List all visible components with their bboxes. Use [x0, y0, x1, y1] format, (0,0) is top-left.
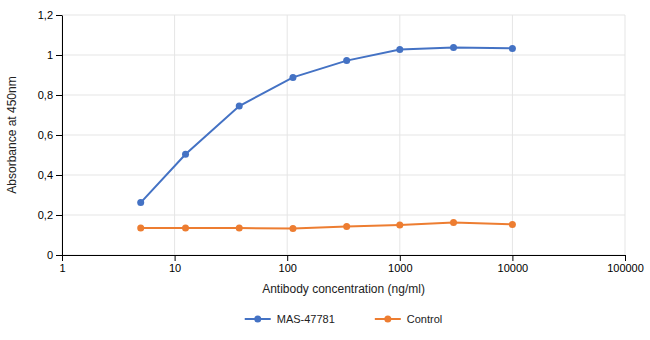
grid-line-y: [62, 15, 625, 16]
y-axis-title: Absorbance at 450nm: [5, 76, 19, 193]
series-line: [141, 47, 513, 202]
tick-mark: [287, 255, 288, 261]
tick-mark: [625, 255, 626, 261]
tick-mark: [62, 255, 63, 261]
tick: 100: [279, 255, 297, 274]
tick: 0,4: [38, 169, 62, 181]
tick-mark: [56, 15, 62, 16]
tick-mark: [400, 255, 401, 261]
grid-line-x: [625, 15, 626, 255]
plot-area: 1 10 100 1000 10000 100000 0 0,2 0,4 0,6 0,8 1 1,2: [38, 9, 644, 274]
tick-label: 1000: [388, 262, 412, 274]
legend-marker: [254, 316, 261, 323]
grid-line-y: [62, 135, 625, 136]
legend-item: MAS-47781: [245, 313, 335, 325]
grid-line-y: [62, 55, 625, 56]
grid-line-y: [62, 175, 625, 176]
tick: 1: [59, 255, 65, 274]
x-axis: 1 10 100 1000 10000 100000: [59, 255, 643, 274]
series-point: [343, 223, 350, 230]
tick-mark: [56, 175, 62, 176]
series-point: [396, 222, 403, 229]
series-point: [450, 44, 457, 51]
legend-marker: [384, 316, 391, 323]
tick: 0,6: [38, 129, 62, 141]
tick-label: 0,8: [38, 89, 53, 101]
grid-line-x: [287, 15, 288, 255]
series-point: [509, 45, 516, 52]
tick-mark: [56, 215, 62, 216]
tick-mark: [56, 55, 62, 56]
series-group: [137, 44, 516, 232]
series-point: [343, 57, 350, 64]
series-point: [509, 221, 516, 228]
y-axis: 0 0,2 0,4 0,6 0,8 1 1,2: [38, 9, 63, 261]
series-point: [182, 151, 189, 158]
legend-item: Control: [375, 313, 442, 325]
tick-mark: [56, 95, 62, 96]
legend-label: MAS-47781: [277, 313, 335, 325]
tick-label: 1: [59, 262, 65, 274]
tick-mark: [56, 135, 62, 136]
tick-label: 10000: [498, 262, 529, 274]
tick: 1: [47, 49, 62, 61]
legend-label: Control: [407, 313, 442, 325]
tick-mark: [175, 255, 176, 261]
grid-line-y: [62, 215, 625, 216]
tick: 100000: [607, 255, 644, 274]
series-point: [236, 225, 243, 232]
tick: 0,8: [38, 89, 62, 101]
chart: 1 10 100 1000 10000 100000 0 0,2 0,4 0,6 0,8 1 1,2 An…: [0, 0, 650, 340]
tick-label: 0,6: [38, 129, 53, 141]
x-axis-title: Antibody concentration (ng/ml): [262, 282, 425, 296]
tick-label: 10: [169, 262, 181, 274]
tick-mark: [56, 255, 62, 256]
tick: 1,2: [38, 9, 62, 21]
series-point: [137, 199, 144, 206]
grid-line-y: [62, 95, 625, 96]
tick: 10: [169, 255, 181, 274]
series-point: [450, 219, 457, 226]
tick-label: 0,4: [38, 169, 53, 181]
tick: 0: [47, 249, 62, 261]
tick-label: 1: [47, 49, 53, 61]
legend: MAS-47781 Control: [245, 313, 443, 325]
tick-label: 0: [47, 249, 53, 261]
tick: 1000: [388, 255, 412, 274]
tick-mark: [512, 255, 513, 261]
grid-line-y: [62, 255, 625, 256]
grid-line-x: [174, 15, 175, 255]
axis-line: [63, 255, 626, 256]
axis-line: [62, 16, 63, 256]
series-point: [396, 46, 403, 53]
tick-label: 1,2: [38, 9, 53, 21]
series-point: [289, 74, 296, 81]
series-point: [182, 225, 189, 232]
series-point: [289, 225, 296, 232]
tick: 10000: [498, 255, 529, 274]
grid: [62, 15, 625, 255]
tick-label: 100000: [607, 262, 644, 274]
tick-label: 100: [279, 262, 297, 274]
tick-label: 0,2: [38, 209, 53, 221]
tick: 0,2: [38, 209, 62, 221]
series-point: [236, 103, 243, 110]
series-point: [137, 225, 144, 232]
